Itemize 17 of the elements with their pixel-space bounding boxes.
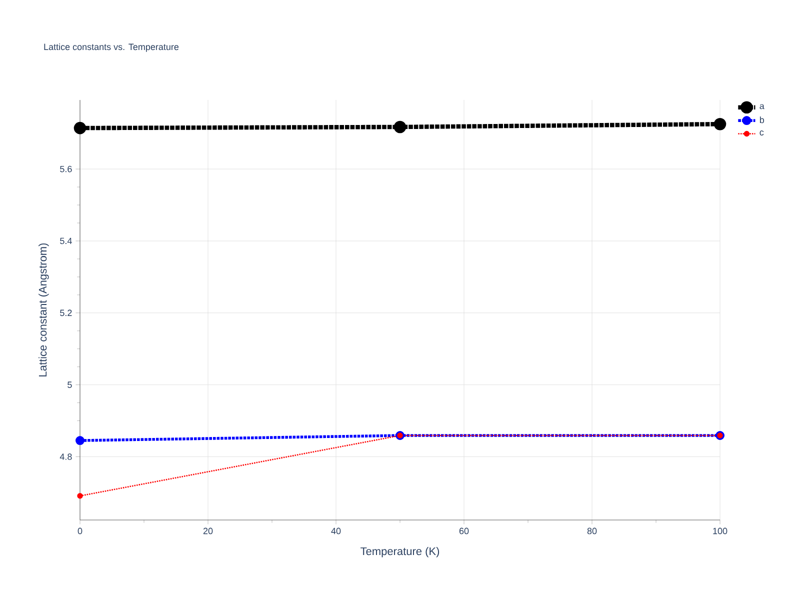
x-tick-label: 80 <box>587 528 597 534</box>
y-tick-label: 5.6 <box>60 166 72 172</box>
x-tick-label: 100 <box>713 528 728 534</box>
x-tick-label: 40 <box>331 528 341 534</box>
x-tick-label: 20 <box>203 528 213 534</box>
legend-label: b <box>760 116 764 124</box>
legend-label: c <box>760 130 764 136</box>
x-tick-label: 0 <box>78 528 82 534</box>
legend-label: a <box>760 104 764 110</box>
x-tick-label: 60 <box>459 528 469 534</box>
chart-title: Lattice constants vs. Temperature <box>44 43 179 52</box>
y-tick-label: 5 <box>68 382 72 388</box>
y-tick-label: 5.2 <box>60 310 72 316</box>
y-tick-label: 4.8 <box>60 454 72 460</box>
y-tick-label: 5.4 <box>60 238 72 244</box>
x-axis-title: Temperature (K) <box>360 547 440 558</box>
y-axis-title: Lattice constant (Angstrom) <box>38 243 49 376</box>
